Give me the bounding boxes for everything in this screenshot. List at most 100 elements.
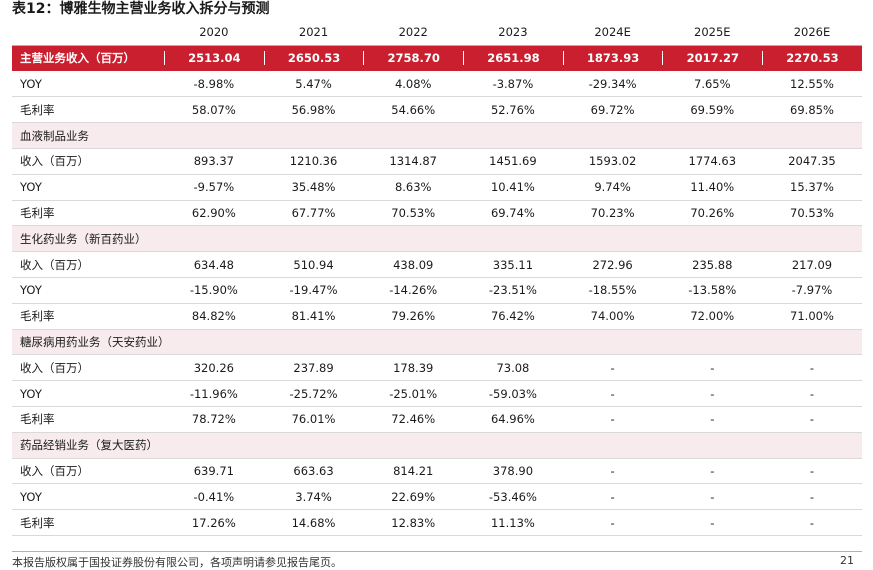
table-cell: 73.08 [496,360,530,375]
header-year: 2024E [594,25,631,40]
table-cell: - [710,489,715,504]
table-row: 毛利率 58.07% 56.98% 54.66% 52.76% 69.72% 69.59% 6… [12,97,862,124]
row-label: 收入（百万） [20,257,89,272]
table-cell: 663.63 [293,463,334,478]
table-cell: 71.00% [790,309,834,324]
header-year: 2025E [694,25,731,40]
table-cell: 35.48% [291,180,336,195]
section-label: 血液制品业务 [20,128,89,143]
section-header-row: 药品经销业务（复大医药） [12,432,862,459]
table-cell: 69.72% [590,102,635,117]
table-cell: 438.09 [393,257,434,272]
table-row: YOY -9.57% 35.48% 8.63% 10.41% 9.74% 11.40% 15.… [12,175,862,201]
table-cell: 510.94 [293,257,334,272]
table-cell: 12.83% [391,515,436,530]
table-cell: 4.08% [394,76,432,91]
table-cell: - [710,386,715,401]
table-cell: 1451.69 [489,154,537,169]
table-cell: 2513.04 [164,51,264,66]
table-cell: 69.74% [490,205,535,220]
section-label: 药品经销业务（复大医药） [20,438,158,453]
table-row: 毛利率 62.90% 67.77% 70.53% 69.74% 70.23% 70.26% 7… [12,201,862,227]
table-cell: -18.55% [588,283,637,298]
table-cell: 52.76% [490,102,535,117]
table-cell: - [710,360,715,375]
table-cell: - [710,463,715,478]
table-row: 毛利率 78.72% 76.01% 72.46% 64.96% - - - [12,407,862,433]
header-year: 2026E [793,25,831,40]
table-cell: - [610,412,615,427]
page-footer: 本报告版权属于国投证券股份有限公司，各项声明请参见报告尾页。 21 [12,551,862,569]
table-row: 收入（百万） 320.26 237.89 178.39 73.08 - - - [12,355,862,382]
row-label: 毛利率 [20,309,55,324]
section-header-row: 糖尿病用药业务（天安药业） [12,329,862,356]
row-label: 收入（百万） [20,360,89,375]
table-cell: -9.57% [193,180,235,195]
table-cell: 74.00% [590,309,635,324]
table-row: YOY -15.90% -19.47% -14.26% -23.51% -18.55% -1… [12,278,862,304]
header-year: 2021 [298,25,329,40]
table-cell: -25.01% [389,386,438,401]
table-cell: 56.98% [291,102,336,117]
table-cell: 70.53% [391,205,436,220]
table-cell: -13.58% [688,283,737,298]
table-cell: 1210.36 [289,154,338,169]
table-cell: 22.69% [391,489,436,504]
table-cell: 70.23% [590,205,635,220]
table-cell: 14.68% [291,515,336,530]
table-row: YOY -0.41% 3.74% 22.69% -53.46% - - - [12,484,862,511]
table-cell: 893.37 [193,154,234,169]
table-cell: 62.90% [191,205,236,220]
table-cell: 634.48 [193,257,234,272]
main-revenue-row: 主营业务收入（百万） 2513.04 2650.53 2758.70 2651.… [12,45,862,72]
table-cell: 235.88 [692,257,733,272]
table-cell: 70.53% [790,205,834,220]
copyright-note: 本报告版权属于国投证券股份有限公司，各项声明请参见报告尾页。 [12,556,342,569]
table-cell: - [610,463,615,478]
row-label: 收入（百万） [20,463,89,478]
table-cell: -7.97% [791,283,833,298]
table-cell: 84.82% [191,309,236,324]
table-cell: 378.90 [492,463,534,478]
table-cell: 10.41% [490,180,535,195]
row-label: 主营业务收入（百万） [20,51,135,66]
row-label: 毛利率 [20,205,55,220]
table-cell: 2758.70 [363,51,463,66]
table-cell: 814.21 [393,463,434,478]
table-cell: 272.96 [592,257,633,272]
table-cell: -14.26% [389,283,438,298]
table-cell: - [710,515,715,530]
row-label: YOY [20,76,42,91]
table-body: YOY -8.98% 5.47% 4.08% -3.87% -29.34% 7.65% 12.… [12,72,862,536]
table-cell: -59.03% [488,386,537,401]
table-cell: 2017.27 [662,51,762,66]
table-cell: -11.96% [189,386,238,401]
table-cell: -23.51% [488,283,537,298]
table-cell: 76.01% [291,412,336,427]
table-cell: 335.11 [492,257,534,272]
row-label: YOY [20,283,42,298]
table-cell: -8.98% [193,76,235,91]
table-cell: -19.47% [289,283,338,298]
section-header-row: 生化药业务（新百药业） [12,226,862,253]
header-year: 2022 [398,25,428,40]
table-cell: 1593.02 [588,154,637,169]
row-label: 毛利率 [20,102,55,117]
table-cell: -15.90% [189,283,238,298]
table-cell: - [610,360,615,375]
row-label: YOY [20,386,42,401]
table-cell: -3.87% [492,76,534,91]
table-cell: -29.34% [588,76,637,91]
table-cell: - [809,463,815,478]
table-cell: 639.71 [193,463,234,478]
table-cell: 1774.63 [688,154,737,169]
table-cell: - [809,515,815,530]
table-cell: 70.26% [690,205,735,220]
row-label: YOY [20,180,42,195]
table-row: 收入（百万） 634.48 510.94 438.09 335.11 272.96 235.… [12,252,862,278]
header-year: 2020 [199,25,229,40]
table-cell: 8.63% [394,180,432,195]
table-cell: - [610,489,615,504]
table-cell: 11.40% [690,180,735,195]
table-cell: - [809,489,815,504]
